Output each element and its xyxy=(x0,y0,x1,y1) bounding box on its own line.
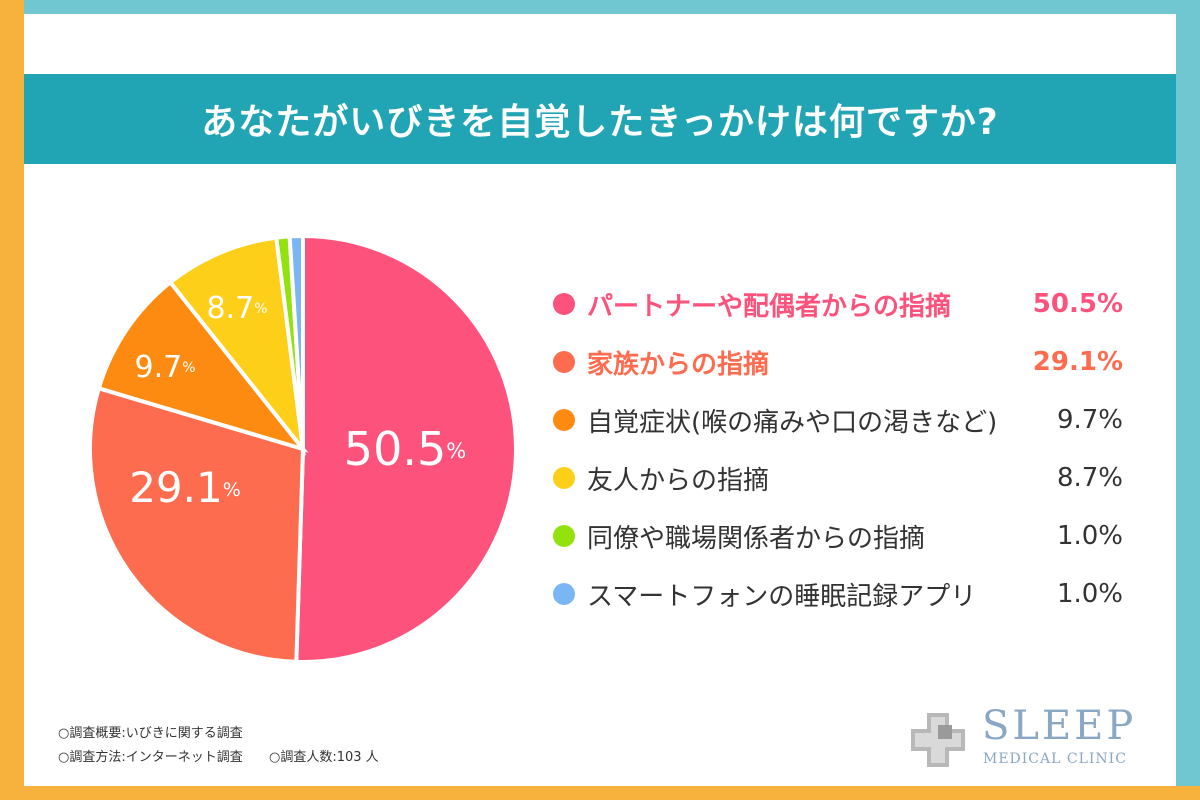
bottom-border xyxy=(0,786,1200,800)
legend-value: 1.0% xyxy=(1056,579,1123,609)
left-border xyxy=(0,0,24,800)
legend-label: 同僚や職場関係者からの指摘 xyxy=(587,523,926,554)
pie-data-label: 29.1% xyxy=(129,463,241,512)
legend-label: パートナーや配偶者からの指摘 xyxy=(587,291,952,322)
legend-item: スマートフォンの睡眠記録アプリ 1.0% xyxy=(553,565,1123,623)
survey-method: ○調査方法:インターネット調査 xyxy=(58,750,243,765)
pie-slice xyxy=(167,235,306,456)
legend-marker xyxy=(553,409,575,431)
pie-data-label: 50.5% xyxy=(344,422,466,476)
chart-title-text: あなたがいびきを自覚したきっかけは何ですか? xyxy=(201,102,999,143)
right-border xyxy=(1176,0,1200,800)
legend-value: 29.1% xyxy=(1032,347,1123,377)
legend-label: スマートフォンの睡眠記録アプリ xyxy=(587,581,977,612)
legend-label: 自覚症状(喉の痛みや口の渇きなど) xyxy=(587,407,998,438)
legend-item: パートナーや配偶者からの指摘 50.5% xyxy=(553,275,1123,333)
pie-slice xyxy=(96,279,309,453)
legend-item: 友人からの指摘 8.7% xyxy=(553,449,1123,507)
top-border xyxy=(0,0,1200,14)
survey-notes: ○調査概要:いびきに関する調査 ○調査方法:インターネット調査 ○調査人数:10… xyxy=(58,722,379,770)
legend: パートナーや配偶者からの指摘 50.5% 家族からの指摘 29.1% 自覚症状(喉の痛み… xyxy=(553,275,1123,623)
legend-label: 家族からの指摘 xyxy=(587,349,770,380)
survey-respondents: ○調査人数:103 人 xyxy=(269,750,379,765)
legend-marker xyxy=(553,525,575,547)
legend-value: 9.7% xyxy=(1056,405,1123,435)
survey-overview: ○調査概要:いびきに関する調査 xyxy=(58,726,243,741)
legend-marker xyxy=(553,351,575,373)
legend-value: 1.0% xyxy=(1056,521,1123,551)
pie-data-label: 9.7% xyxy=(134,350,195,385)
pie-slice xyxy=(294,233,518,664)
pie-slice xyxy=(287,233,305,450)
pie-data-label: 8.7% xyxy=(206,291,267,326)
legend-value: 50.5% xyxy=(1032,289,1123,319)
legend-item: 家族からの指摘 29.1% xyxy=(553,333,1123,391)
legend-item: 同僚や職場関係者からの指摘 1.0% xyxy=(553,507,1123,565)
legend-label: 友人からの指摘 xyxy=(587,465,770,496)
chart-title: あなたがいびきを自覚したきっかけは何ですか? xyxy=(24,74,1176,164)
legend-item: 自覚症状(喉の痛みや口の渇きなど) 9.7% xyxy=(553,391,1123,449)
legend-marker xyxy=(553,583,575,605)
legend-marker xyxy=(553,293,575,315)
logo-title: SLEEP xyxy=(982,703,1137,749)
cross-icon xyxy=(911,713,965,767)
legend-value: 8.7% xyxy=(1056,463,1123,493)
logo-subtitle: MEDICAL CLINIC xyxy=(983,751,1127,767)
sleep-medical-clinic-logo: SLEEP MEDICAL CLINIC xyxy=(905,703,1137,775)
pie-slice xyxy=(88,385,306,664)
legend-marker xyxy=(553,467,575,489)
